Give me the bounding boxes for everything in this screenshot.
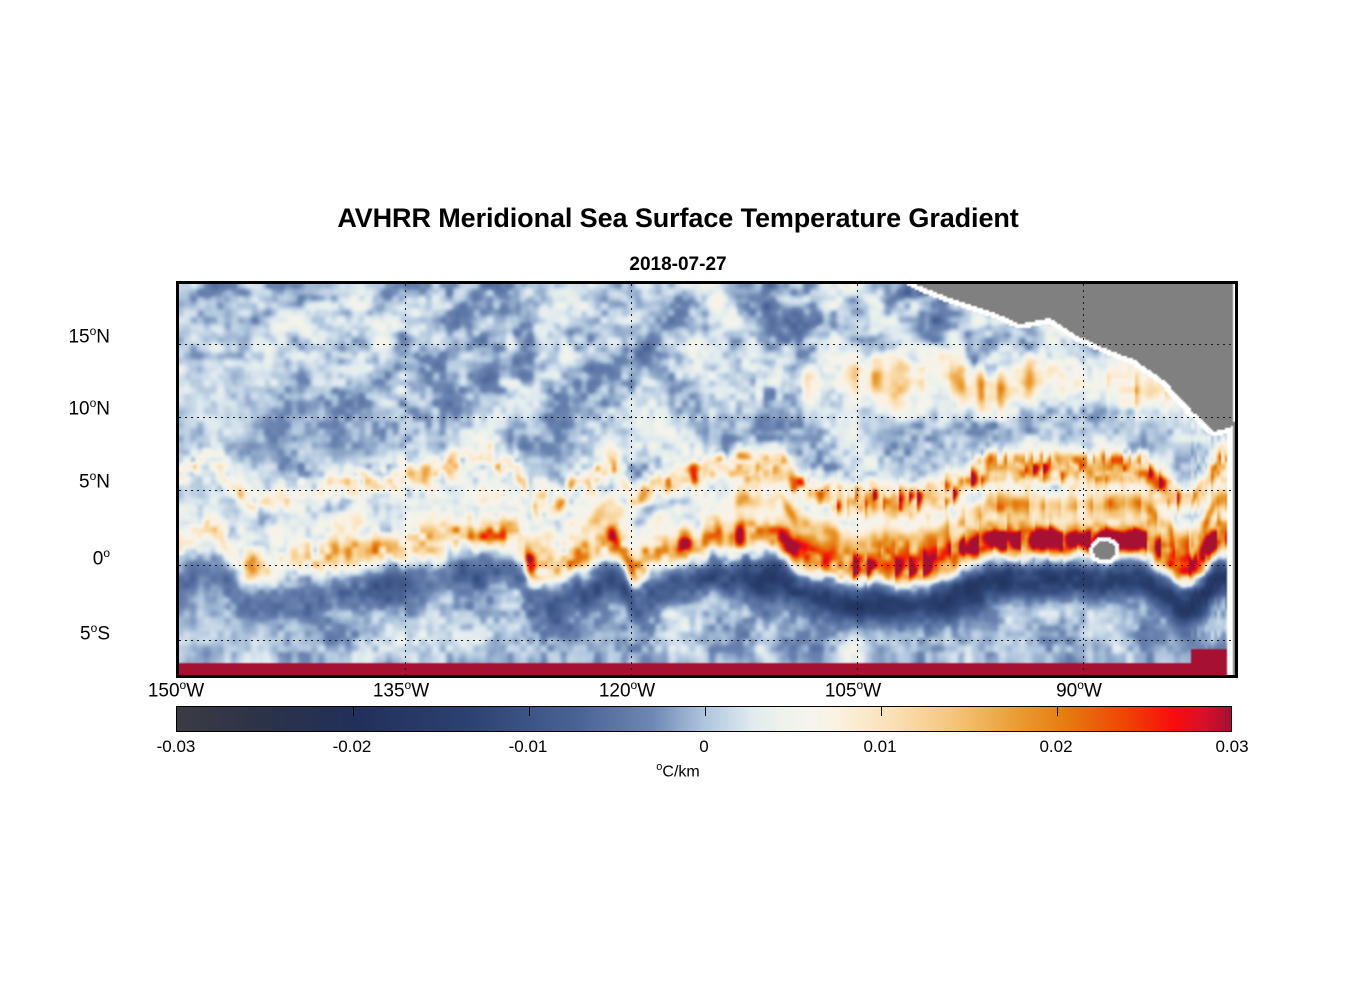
ytick-label-10n: 10oN — [68, 396, 110, 420]
ytick-right-5n — [1235, 490, 1238, 493]
colorbar-tick-4 — [1057, 707, 1058, 716]
xtick-top-135w — [405, 281, 408, 284]
colorbar-label-2: -0.01 — [508, 737, 548, 756]
colorbar-tick-3 — [881, 707, 882, 716]
colorbar-gradient — [177, 707, 1231, 731]
ytick-10n — [176, 417, 179, 420]
colorbar-label-0: -0.03 — [156, 737, 196, 756]
xtick-label-150w: 150oW — [147, 678, 205, 702]
colorbar-unit-label: oC/km — [656, 761, 700, 781]
ytick-label-5n: 5oN — [79, 469, 110, 493]
xtick-top-120w — [631, 281, 634, 284]
colorbar-tick-2 — [705, 707, 706, 716]
xtick-label-135w: 135oW — [372, 678, 430, 702]
ytick-label-5s: 5oS — [80, 621, 110, 645]
xtick-120w — [631, 675, 634, 678]
figure-subtitle: 2018-07-27 — [629, 254, 727, 275]
colorbar-label-4: 0.01 — [863, 737, 897, 756]
colorbar — [176, 706, 1232, 732]
colorbar-label-6: 0.03 — [1215, 737, 1249, 756]
gridline-120w — [631, 284, 632, 675]
colorbar-label-1: -0.02 — [332, 737, 372, 756]
gridline-90w — [1083, 284, 1084, 675]
gridline-10n — [179, 417, 1235, 418]
ytick-right-10n — [1235, 417, 1238, 420]
ytick-right-0 — [1235, 565, 1238, 568]
xtick-label-90w: 90oW — [1056, 678, 1102, 702]
colorbar-label-5: 0.02 — [1039, 737, 1073, 756]
page-title: AVHRR Meridional Sea Surface Temperature… — [337, 203, 1019, 233]
xtick-135w — [405, 675, 408, 678]
gridline-5n — [179, 490, 1235, 491]
xtick-top-90w — [1083, 281, 1086, 284]
ytick-label-0: 0o — [92, 546, 110, 570]
ytick-right-15n — [1235, 344, 1238, 347]
ytick-label-15n: 15oN — [68, 324, 110, 348]
xtick-label-120w: 120oW — [598, 678, 656, 702]
xtick-top-105w — [857, 281, 860, 284]
ytick-15n — [176, 344, 179, 347]
xtick-label-105w: 105oW — [824, 678, 882, 702]
gridline-15n — [179, 344, 1235, 345]
colorbar-tick-0 — [353, 707, 354, 716]
ytick-right-5s — [1235, 640, 1238, 643]
gridline-0 — [179, 565, 1235, 566]
gridline-5s — [179, 640, 1235, 641]
map-axes — [176, 281, 1238, 678]
xtick-90w — [1083, 675, 1086, 678]
ytick-5n — [176, 490, 179, 493]
colorbar-label-3: 0 — [699, 737, 709, 756]
gridline-135w — [405, 284, 406, 675]
colorbar-tick-1 — [529, 707, 530, 716]
gridline-105w — [857, 284, 858, 675]
ytick-5s — [176, 640, 179, 643]
xtick-105w — [857, 675, 860, 678]
sst-gradient-field — [179, 284, 1235, 675]
ytick-0 — [176, 565, 179, 568]
